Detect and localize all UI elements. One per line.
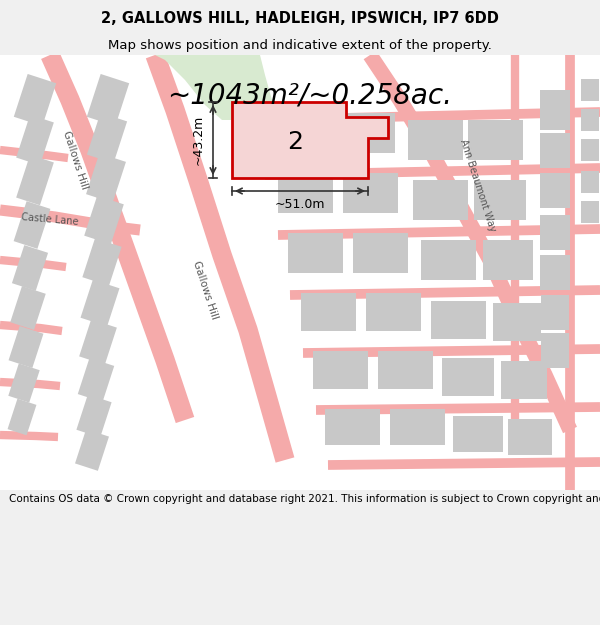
Polygon shape [581, 109, 599, 131]
Polygon shape [389, 409, 445, 445]
Polygon shape [421, 240, 476, 280]
Polygon shape [541, 332, 569, 367]
Text: 2: 2 [287, 130, 303, 154]
Polygon shape [87, 74, 129, 126]
Polygon shape [540, 90, 570, 130]
Text: Contains OS data © Crown copyright and database right 2021. This information is : Contains OS data © Crown copyright and d… [9, 494, 600, 504]
Polygon shape [540, 214, 570, 249]
Polygon shape [343, 173, 398, 213]
Polygon shape [453, 416, 503, 452]
Polygon shape [79, 319, 117, 365]
Polygon shape [16, 115, 54, 165]
Polygon shape [75, 429, 109, 471]
Polygon shape [581, 201, 599, 223]
Polygon shape [14, 201, 50, 249]
Polygon shape [335, 113, 395, 153]
Text: ~43.2m: ~43.2m [192, 115, 205, 165]
Polygon shape [301, 293, 355, 331]
Polygon shape [581, 171, 599, 193]
Polygon shape [483, 240, 533, 280]
Text: Castle Lane: Castle Lane [21, 213, 79, 228]
Polygon shape [407, 120, 463, 160]
Polygon shape [467, 120, 523, 160]
Polygon shape [325, 409, 380, 445]
Polygon shape [442, 358, 494, 396]
Polygon shape [155, 55, 278, 120]
Polygon shape [377, 351, 433, 389]
Polygon shape [581, 79, 599, 101]
Polygon shape [82, 238, 122, 286]
Polygon shape [14, 74, 56, 126]
Polygon shape [8, 326, 43, 368]
Polygon shape [287, 233, 343, 273]
Polygon shape [16, 155, 54, 205]
Polygon shape [365, 293, 421, 331]
Polygon shape [10, 286, 46, 330]
Polygon shape [508, 419, 552, 455]
Polygon shape [12, 245, 48, 291]
Polygon shape [313, 351, 367, 389]
Polygon shape [540, 173, 570, 208]
Polygon shape [581, 139, 599, 161]
Polygon shape [474, 180, 526, 220]
Polygon shape [493, 303, 541, 341]
Polygon shape [8, 363, 40, 403]
Polygon shape [501, 361, 547, 399]
Polygon shape [353, 233, 407, 273]
Polygon shape [540, 132, 570, 168]
Polygon shape [78, 358, 114, 402]
Text: Map shows position and indicative extent of the property.: Map shows position and indicative extent… [108, 39, 492, 51]
Polygon shape [86, 153, 126, 202]
Polygon shape [431, 301, 485, 339]
Polygon shape [277, 173, 332, 213]
Text: 2, GALLOWS HILL, HADLEIGH, IPSWICH, IP7 6DD: 2, GALLOWS HILL, HADLEIGH, IPSWICH, IP7 … [101, 11, 499, 26]
Text: Ann Beaumont Way: Ann Beaumont Way [458, 138, 497, 232]
Polygon shape [540, 254, 570, 289]
Polygon shape [413, 180, 467, 220]
Polygon shape [541, 294, 569, 329]
Text: Gallows Hill: Gallows Hill [191, 259, 219, 321]
Text: Gallows Hill: Gallows Hill [61, 129, 89, 191]
Text: ~1043m²/~0.258ac.: ~1043m²/~0.258ac. [167, 82, 452, 110]
Polygon shape [8, 399, 37, 435]
Polygon shape [87, 112, 127, 163]
Polygon shape [80, 279, 119, 326]
Polygon shape [265, 113, 325, 153]
Polygon shape [84, 196, 124, 244]
Polygon shape [232, 102, 388, 178]
Text: ~51.0m: ~51.0m [275, 198, 325, 211]
Polygon shape [76, 394, 112, 438]
